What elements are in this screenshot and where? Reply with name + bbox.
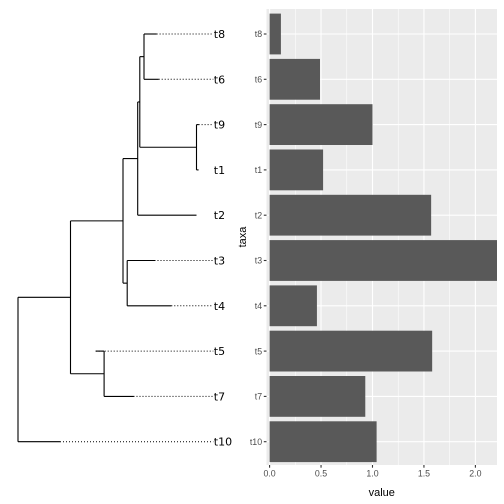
bar [269,240,497,281]
y-tick-label: t4 [255,301,262,311]
bar [269,104,373,145]
tip-label: t9 [214,119,225,132]
y-axis-ticks: t8 t6 t9 t1 t2 t3 t4 t5 t7 t10 [250,29,267,447]
y-tick-label: t1 [255,165,262,175]
bar [269,330,433,372]
y-tick-label: t9 [255,120,262,130]
bar [269,149,324,191]
tip-label: t10 [214,436,232,449]
bar-chart: t8 t6 t9 t1 t2 t3 t4 t5 t7 t10 0.0 0.5 1.0 1.5 2.0 va… [237,9,497,499]
bar [269,285,317,327]
tip-label: t2 [214,209,225,222]
bars [269,13,497,463]
x-axis-ticks: 0.0 0.5 1.0 1.5 2.0 [263,465,482,479]
x-tick-label: 0.0 [263,469,275,479]
tip-label: t6 [214,73,225,86]
x-tick-label: 1.5 [418,469,430,479]
x-tick-label: 1.0 [366,469,378,479]
tip-label: t7 [214,390,225,403]
tip-label: t4 [214,300,225,313]
bar [269,376,366,417]
y-axis-title: taxa [237,226,249,248]
tip-label: t1 [214,164,225,177]
bar [269,13,281,55]
x-axis-title: value [369,487,395,499]
y-tick-label: t5 [255,346,262,356]
y-tick-label: t6 [255,75,262,85]
x-tick-label: 2.0 [469,469,481,479]
phylogenetic-tree: t8 t6 t9 t1 t2 t3 t4 t5 t7 t10 [17,28,232,449]
y-tick-label: t8 [255,29,262,39]
y-tick-label: t2 [255,210,262,220]
bar [269,58,321,100]
bar [269,194,432,236]
bar [269,421,377,463]
tip-label: t8 [214,28,225,41]
y-tick-label: t7 [255,392,262,402]
tip-label: t5 [214,345,225,358]
y-tick-label: t10 [250,437,262,447]
x-tick-label: 0.5 [315,469,327,479]
y-tick-label: t3 [255,256,262,266]
tip-label: t3 [214,255,225,268]
